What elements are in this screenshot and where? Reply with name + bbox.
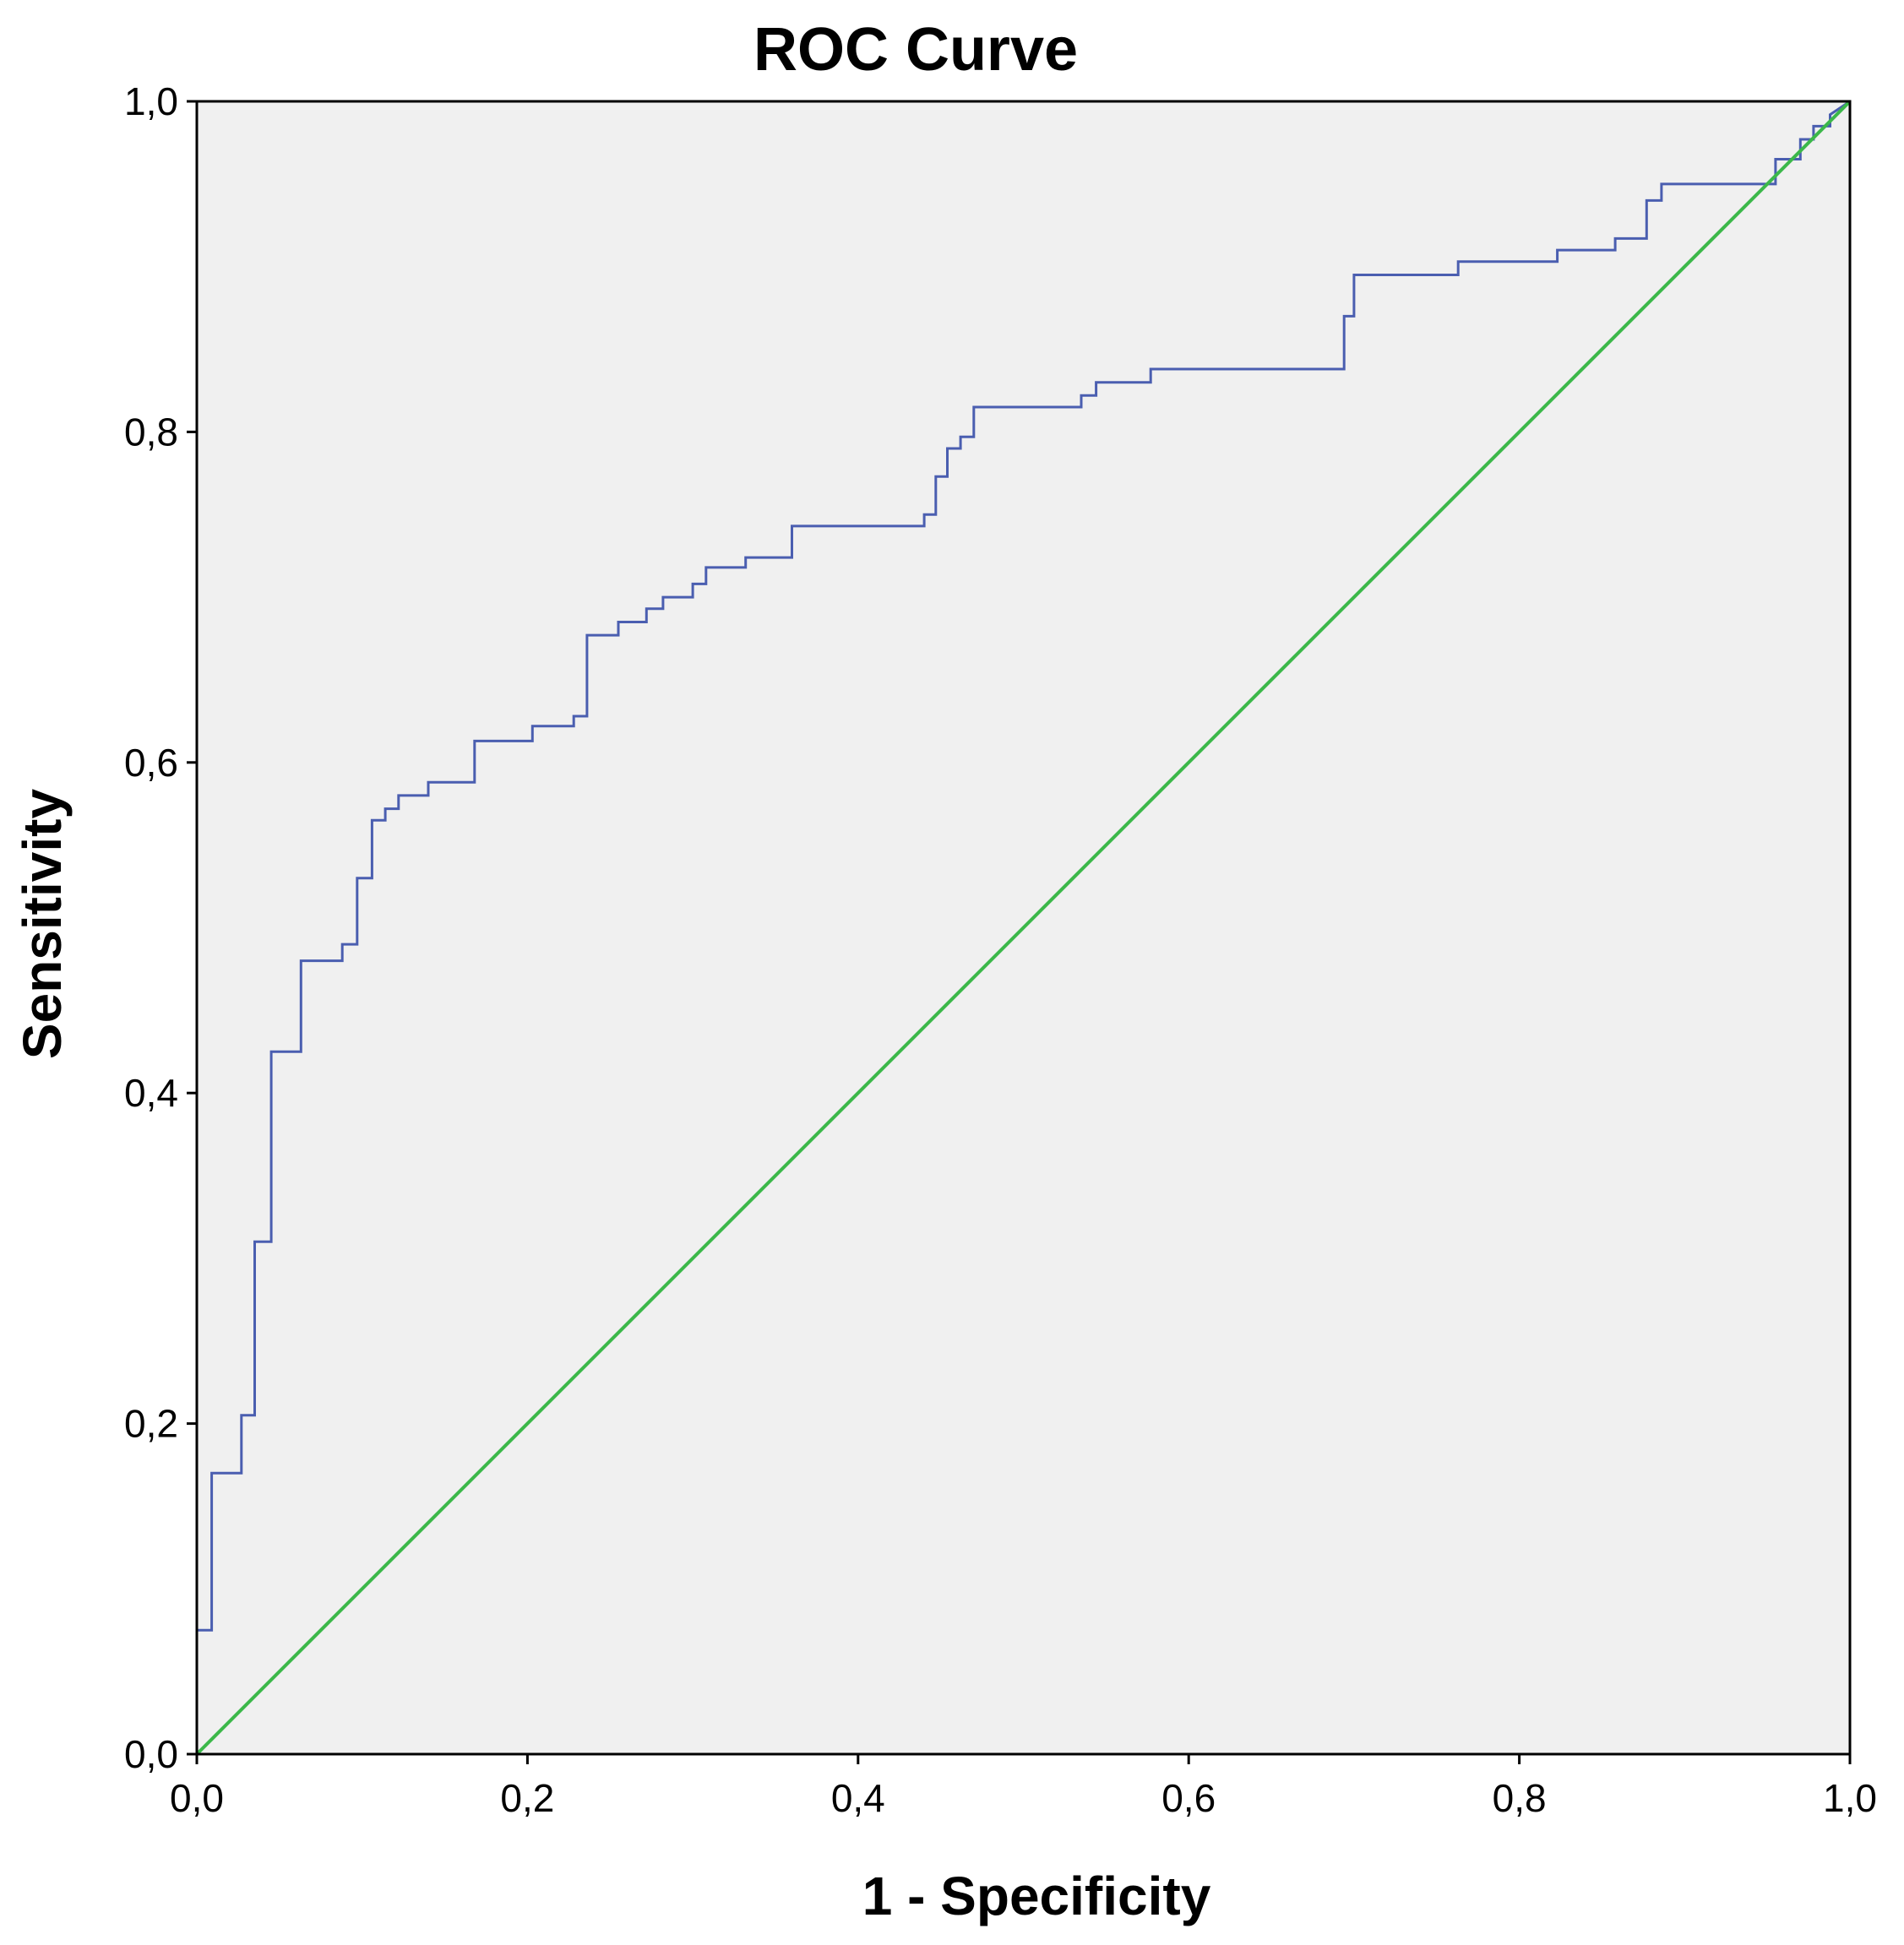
y-tick-label: 0,0 [124,1732,178,1776]
series-layer [195,100,1852,1756]
roc-curve-line [195,100,1851,1754]
x-tick-label: 0,6 [1161,1776,1216,1820]
x-tick-label: 0,2 [500,1776,554,1820]
y-axis-label: Sensitivity [12,789,73,1060]
x-tick-label: 1,0 [1823,1776,1877,1820]
y-tick-label: 0,6 [124,741,178,785]
x-axis-label: 1 - Specificity [862,1866,1211,1926]
x-tick-label: 0,4 [831,1776,885,1820]
y-tick-label: 1,0 [124,79,178,123]
chart-title: ROC Curve [753,16,1078,84]
reference-diagonal-line [195,100,1852,1756]
x-tick-label: 0,8 [1493,1776,1547,1820]
x-tick-label: 0,0 [170,1776,224,1820]
plot-border [195,100,1852,1756]
y-tick-label: 0,2 [124,1402,178,1446]
y-tick-label: 0,4 [124,1071,178,1115]
ticks-layer: 0,0 0,2 0,4 0,6 0,8 1,0 0,0 0,2 0,4 0,6 0,8 1,0 [124,79,1877,1820]
y-tick-label: 0,8 [124,410,178,454]
